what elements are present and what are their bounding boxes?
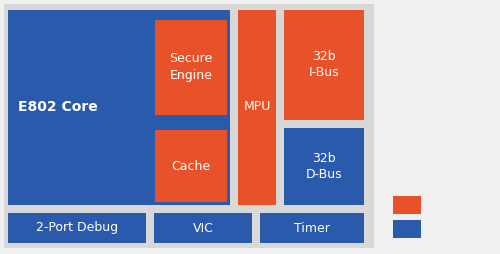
Bar xyxy=(4,4,374,248)
Text: 32b
I-Bus: 32b I-Bus xyxy=(308,51,340,80)
Text: Cache: Cache xyxy=(172,160,210,172)
Text: 32b
D-Bus: 32b D-Bus xyxy=(306,151,343,181)
Text: Secure
Engine: Secure Engine xyxy=(170,53,212,82)
Text: VIC: VIC xyxy=(192,221,214,234)
Bar xyxy=(260,213,364,243)
Bar xyxy=(284,128,364,205)
Text: MPU: MPU xyxy=(244,101,270,114)
Bar xyxy=(238,10,276,205)
Text: E802 Core: E802 Core xyxy=(18,100,98,114)
Bar xyxy=(284,10,364,120)
Bar xyxy=(8,10,230,205)
Bar xyxy=(8,213,146,243)
Bar xyxy=(154,213,252,243)
Bar xyxy=(393,220,421,238)
Text: 2-Port Debug: 2-Port Debug xyxy=(36,221,118,234)
Bar xyxy=(155,20,227,115)
Text: Timer: Timer xyxy=(294,221,330,234)
Bar xyxy=(393,196,421,214)
Bar xyxy=(155,130,227,202)
